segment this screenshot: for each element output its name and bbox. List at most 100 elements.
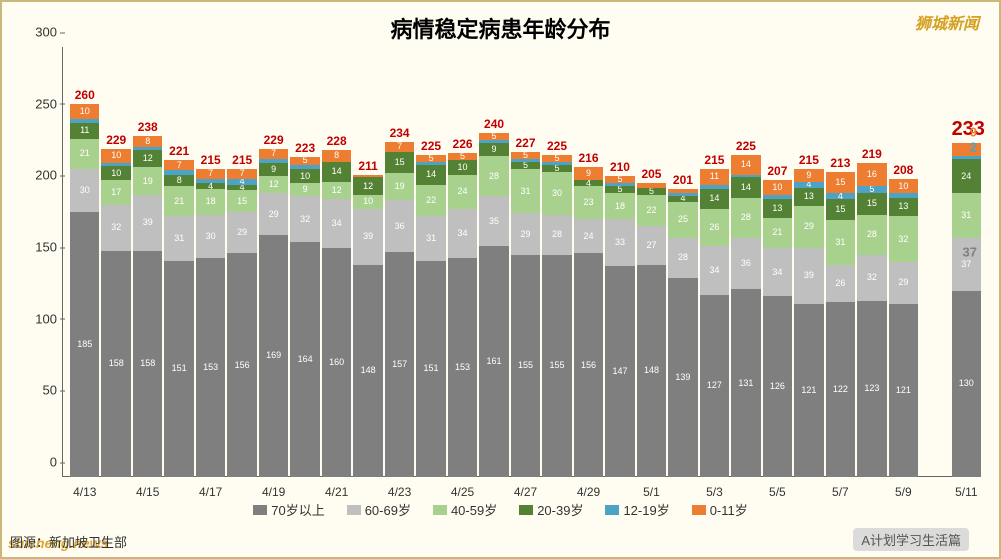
- legend-item: 60-69岁: [347, 500, 411, 519]
- bar-segment: 8: [322, 150, 351, 161]
- legend-label: 40-59岁: [451, 500, 497, 519]
- bar-segment: 130: [952, 291, 981, 477]
- bar-segment: 15: [227, 190, 256, 212]
- bar-segment: 8: [133, 136, 162, 147]
- y-tick: 50: [17, 383, 57, 398]
- total-label: 201: [668, 173, 697, 187]
- bar-segment: 26: [700, 209, 729, 246]
- bar-segment: 28: [857, 215, 886, 255]
- bar-segment: 157: [385, 252, 414, 477]
- bar-segment: 39: [353, 209, 382, 265]
- bar-column: 219165152832123: [857, 47, 886, 477]
- bar-segment: 5: [857, 186, 886, 193]
- legend-swatch: [347, 505, 361, 515]
- x-label: 4/29: [574, 485, 603, 499]
- bar-segment: 29: [227, 212, 256, 254]
- channel-text: A计划学习生活篇: [853, 528, 969, 551]
- x-label: 4/25: [448, 485, 477, 499]
- bar-segment: 164: [290, 242, 319, 477]
- x-label: [353, 485, 382, 499]
- bar-segment: 11: [70, 123, 99, 139]
- bar-column: 22910101732158: [101, 47, 130, 477]
- x-label: [731, 485, 760, 499]
- bar-segment: 10: [101, 166, 130, 180]
- bar-segment: 5: [605, 186, 634, 193]
- bar-segment: 30: [542, 172, 571, 215]
- x-label: 5/11: [952, 485, 981, 499]
- bar-segment: 29: [259, 193, 288, 235]
- bar-segment: 153: [448, 258, 477, 477]
- bar-segment: 7: [164, 160, 193, 170]
- bar-segment: 156: [574, 253, 603, 477]
- bar-segment: 10: [448, 160, 477, 174]
- bar-segment: 30: [70, 169, 99, 212]
- bar-column: 2347151936157: [385, 47, 414, 477]
- bar-column: 2157441529156: [227, 47, 256, 477]
- bar-segment: 9: [290, 183, 319, 196]
- bar-segment: 147: [605, 266, 634, 477]
- total-label: 216: [574, 151, 603, 165]
- x-label: [164, 485, 193, 499]
- bar-segment: 13: [889, 198, 918, 217]
- total-label: 210: [605, 160, 634, 174]
- bar-segment: 39: [794, 248, 823, 304]
- total-label: 215: [227, 153, 256, 167]
- bar-segment: 25: [668, 202, 697, 238]
- bar-segment: 34: [448, 209, 477, 258]
- total-label: 215: [196, 153, 225, 167]
- bar-segment: 10: [763, 180, 792, 194]
- legend-item: 40-59岁: [433, 500, 497, 519]
- x-label: [416, 485, 445, 499]
- total-label: 238: [133, 120, 162, 134]
- bar-column: 211121039148: [353, 47, 382, 477]
- bar-segment: 5: [605, 176, 634, 183]
- y-tick: 100: [17, 311, 57, 326]
- bar-segment: 23: [574, 186, 603, 219]
- bar-segment: 5: [542, 155, 571, 162]
- bar-segment: 13: [763, 199, 792, 218]
- bar-segment: 21: [164, 186, 193, 216]
- bar-segment: 153: [196, 258, 225, 477]
- bar-column: [920, 47, 949, 477]
- total-label: 229: [259, 133, 288, 147]
- side-value: 2: [970, 140, 977, 155]
- legend-swatch: [253, 505, 267, 515]
- legend-label: 0-11岁: [710, 500, 748, 519]
- side-value: 24: [963, 158, 977, 173]
- total-label: 215: [794, 153, 823, 167]
- bar-segment: 156: [227, 253, 256, 477]
- y-tick: 150: [17, 240, 57, 255]
- x-label: 5/9: [889, 485, 918, 499]
- bar-segment: 126: [763, 296, 792, 477]
- total-label: 225: [542, 139, 571, 153]
- bar-segment: 36: [731, 238, 760, 290]
- bar-segment: 161: [479, 246, 508, 477]
- x-label: [857, 485, 886, 499]
- bar-column: 20552227148: [637, 47, 666, 477]
- x-label: 4/19: [259, 485, 288, 499]
- bar-segment: 10: [889, 179, 918, 193]
- bar-column: 20810133229121: [889, 47, 918, 477]
- bar-column: 225553028155: [542, 47, 571, 477]
- x-label: 4/15: [133, 485, 162, 499]
- bar-segment: 9: [479, 143, 508, 156]
- bar-segment: 155: [542, 255, 571, 477]
- bar-segment: 7: [385, 142, 414, 152]
- total-label: 215: [700, 153, 729, 167]
- bar-segment: 31: [164, 216, 193, 260]
- bar-segment: 121: [889, 304, 918, 477]
- bar-segment: 31: [511, 169, 540, 213]
- bar-segment: 155: [511, 255, 540, 477]
- bar-segment: 16: [857, 163, 886, 186]
- legend-swatch: [433, 505, 447, 515]
- legend-swatch: [605, 505, 619, 515]
- y-axis: [62, 47, 63, 477]
- bar-segment: 30: [196, 215, 225, 258]
- total-label: 205: [637, 167, 666, 181]
- x-label: [794, 485, 823, 499]
- total-label: 240: [479, 117, 508, 131]
- bar-segment: 151: [416, 261, 445, 477]
- bar-segment: 151: [164, 261, 193, 477]
- bar-segment: 5: [416, 155, 445, 162]
- bar-segment: 9: [574, 167, 603, 180]
